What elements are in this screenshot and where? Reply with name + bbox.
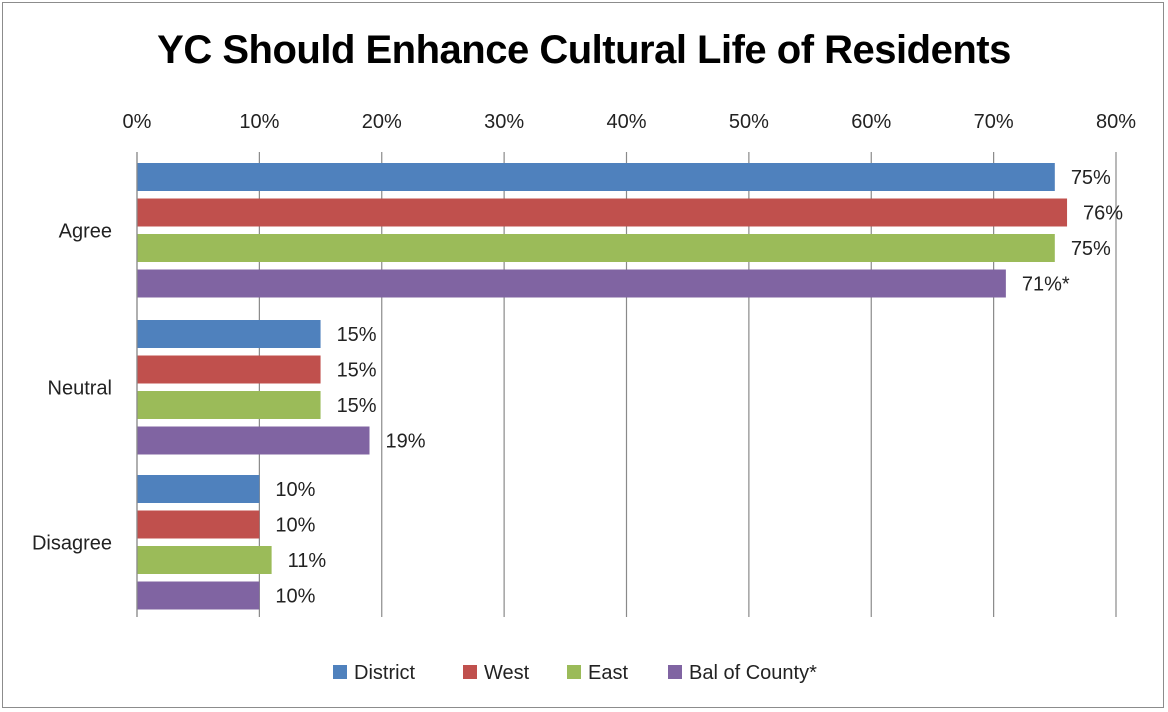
bar	[137, 581, 260, 610]
data-label: 10%	[275, 515, 315, 537]
bar	[137, 269, 1006, 298]
gridlines	[136, 152, 1117, 617]
x-tick-label: 70%	[974, 111, 1014, 133]
data-label: 15%	[337, 360, 377, 382]
bar	[137, 198, 1068, 227]
category-label: Disagree	[32, 532, 112, 554]
bar	[137, 163, 1055, 191]
data-labels: 75%76%75%71%*15%15%15%19%10%10%11%10%	[275, 167, 1123, 608]
category-labels: Agree Neutral Disagree	[32, 220, 112, 554]
legend-label: Bal of County*	[689, 662, 817, 684]
x-tick-label: 0%	[123, 111, 152, 133]
legend-swatch	[463, 665, 477, 679]
data-label: 11%	[288, 550, 327, 572]
bar	[137, 510, 260, 539]
bar	[137, 391, 321, 419]
x-tick-label: 30%	[484, 111, 524, 133]
bar	[137, 475, 260, 503]
x-tick-label: 40%	[606, 111, 646, 133]
data-label: 10%	[275, 586, 315, 608]
legend-swatch	[333, 665, 347, 679]
data-label: 75%	[1071, 167, 1111, 189]
bar	[137, 546, 272, 574]
x-tick-labels: 0% 10% 20% 30% 40% 50% 60% 70% 80%	[123, 111, 1137, 133]
legend-label: East	[588, 662, 628, 684]
x-tick-label: 20%	[362, 111, 402, 133]
legend: District West East Bal of County*	[333, 662, 817, 684]
data-label: 71%*	[1022, 274, 1070, 296]
x-tick-label: 60%	[851, 111, 891, 133]
bar	[137, 355, 321, 384]
data-label: 76%	[1083, 203, 1123, 225]
chart-title: YC Should Enhance Cultural Life of Resid…	[157, 28, 1011, 72]
legend-swatch	[668, 665, 682, 679]
bar	[137, 234, 1055, 262]
x-tick-label: 10%	[239, 111, 279, 133]
legend-swatch	[567, 665, 581, 679]
data-label: 15%	[337, 395, 377, 417]
category-label: Neutral	[48, 377, 112, 399]
data-label: 19%	[386, 431, 426, 453]
x-tick-label: 80%	[1096, 111, 1136, 133]
bar	[137, 426, 370, 455]
legend-label: West	[484, 662, 530, 684]
category-label: Agree	[59, 220, 112, 242]
x-tick-label: 50%	[729, 111, 769, 133]
bar	[137, 320, 321, 348]
data-label: 15%	[337, 324, 377, 346]
legend-label: District	[354, 662, 416, 684]
data-label: 75%	[1071, 238, 1111, 260]
bars	[137, 163, 1068, 610]
data-label: 10%	[275, 479, 315, 501]
